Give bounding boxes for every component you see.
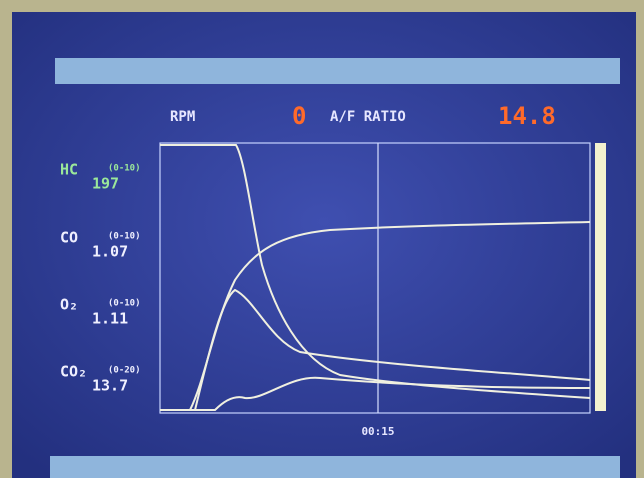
reading-range: (0-10) — [108, 232, 141, 242]
rpm-label: RPM — [170, 109, 195, 125]
cursor-time: 00:15 — [361, 425, 394, 438]
page: RPM 0 A/F RATIO 14.8 00:15 HC(0-10)197CO… — [0, 0, 644, 478]
af-label: A/F RATIO — [330, 109, 406, 125]
reading-value: 1.11 — [92, 310, 128, 328]
reading-value: 197 — [92, 175, 119, 193]
reading-range: (0-10) — [108, 164, 141, 174]
af-value: 14.8 — [498, 102, 556, 130]
scale-bar — [595, 143, 606, 411]
reading-value: 13.7 — [92, 377, 128, 395]
reading-range: (0-10) — [108, 299, 141, 309]
rpm-value: 0 — [292, 102, 306, 130]
reading-name: HC — [60, 161, 78, 179]
screen-photo: RPM 0 A/F RATIO 14.8 00:15 HC(0-10)197CO… — [0, 0, 644, 478]
reading-name: CO₂ — [60, 363, 87, 381]
reading-name: O₂ — [60, 296, 78, 314]
bottom-status-bar — [50, 456, 620, 478]
reading-name: CO — [60, 229, 78, 247]
reading-range: (0-20) — [108, 366, 141, 376]
reading-value: 1.07 — [92, 243, 128, 261]
top-status-bar — [55, 58, 620, 84]
